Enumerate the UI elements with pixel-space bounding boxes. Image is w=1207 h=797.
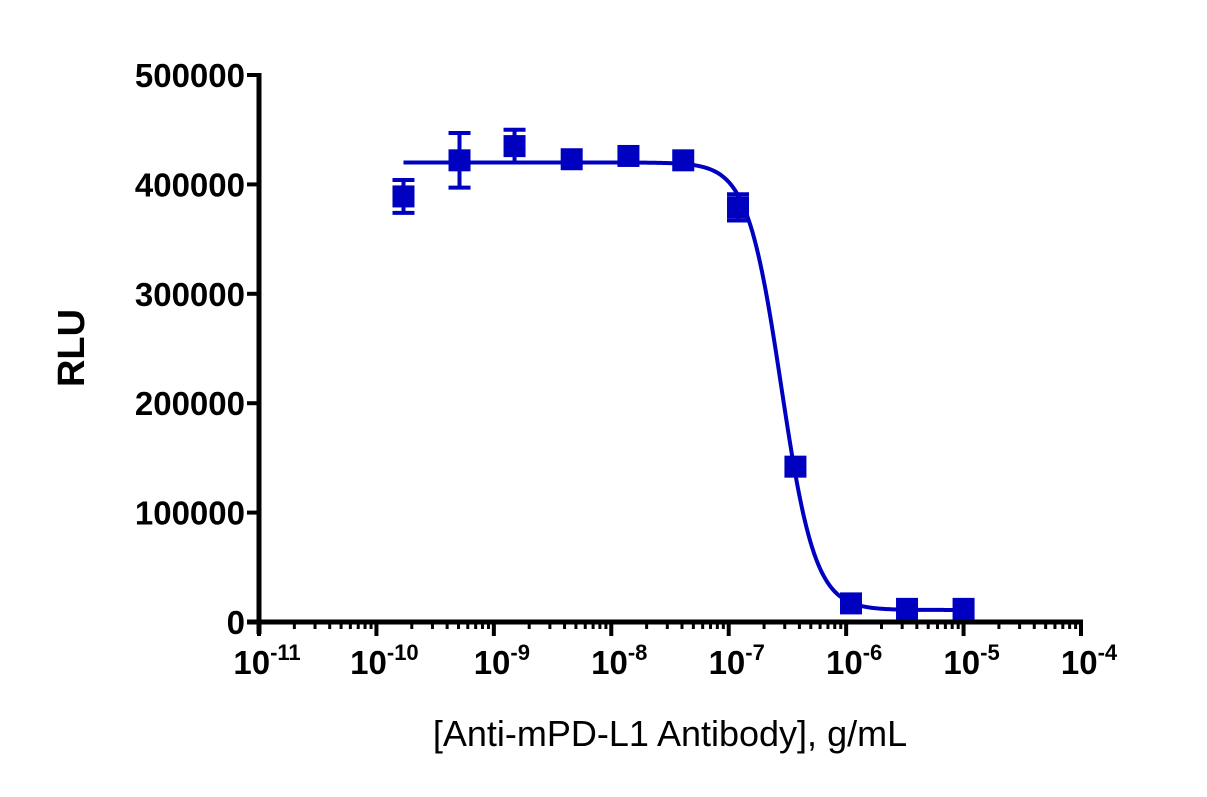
y-tick-label: 0 [227, 604, 245, 641]
x-axis-title: [Anti-mPD-L1 Antibody], g/mL [433, 713, 907, 754]
data-point [840, 592, 863, 615]
data-point [896, 597, 919, 620]
data-point [560, 148, 583, 171]
square-marker [952, 597, 975, 620]
y-tick-label: 500000 [135, 57, 245, 94]
x-tick-label: 10-4 [1061, 640, 1118, 681]
y-axis: 0 100000 200000 300000 400000 500000 [135, 57, 262, 641]
square-marker [560, 148, 583, 171]
data-point [448, 130, 471, 190]
square-marker [448, 149, 471, 172]
y-tick-label: 100000 [135, 495, 245, 532]
x-tick-label: 10-8 [591, 640, 647, 681]
x-axis: 10-11 10-10 10-9 10-8 10-7 10-6 10-5 10-4 [233, 619, 1118, 681]
data-point [503, 127, 526, 165]
y-tick-label: 400000 [135, 166, 245, 203]
x-tick-label: 10-11 [233, 640, 300, 681]
data-point [392, 178, 415, 215]
square-marker [896, 597, 919, 620]
data-point [952, 597, 975, 620]
square-marker [784, 455, 807, 478]
x-tick-label: 10-7 [709, 640, 765, 681]
y-tick-label: 300000 [135, 276, 245, 313]
square-marker [503, 135, 526, 158]
square-marker [617, 144, 640, 167]
y-tick-label: 200000 [135, 385, 245, 422]
x-tick-label: 10-5 [943, 640, 999, 681]
data-point [617, 144, 640, 167]
x-tick-label: 10-6 [826, 640, 882, 681]
square-marker [840, 592, 863, 615]
x-tick-label: 10-9 [474, 640, 530, 681]
data-point [784, 455, 807, 478]
y-axis-title: RLU [51, 309, 93, 387]
square-marker [727, 196, 750, 219]
fit-curve-line [403, 160, 964, 612]
square-marker [392, 185, 415, 208]
fit-curve [403, 160, 964, 612]
x-tick-label: 10-10 [350, 640, 419, 681]
data-point [672, 149, 695, 172]
data-point [727, 192, 750, 223]
square-marker [672, 149, 695, 172]
data-points [392, 127, 975, 620]
